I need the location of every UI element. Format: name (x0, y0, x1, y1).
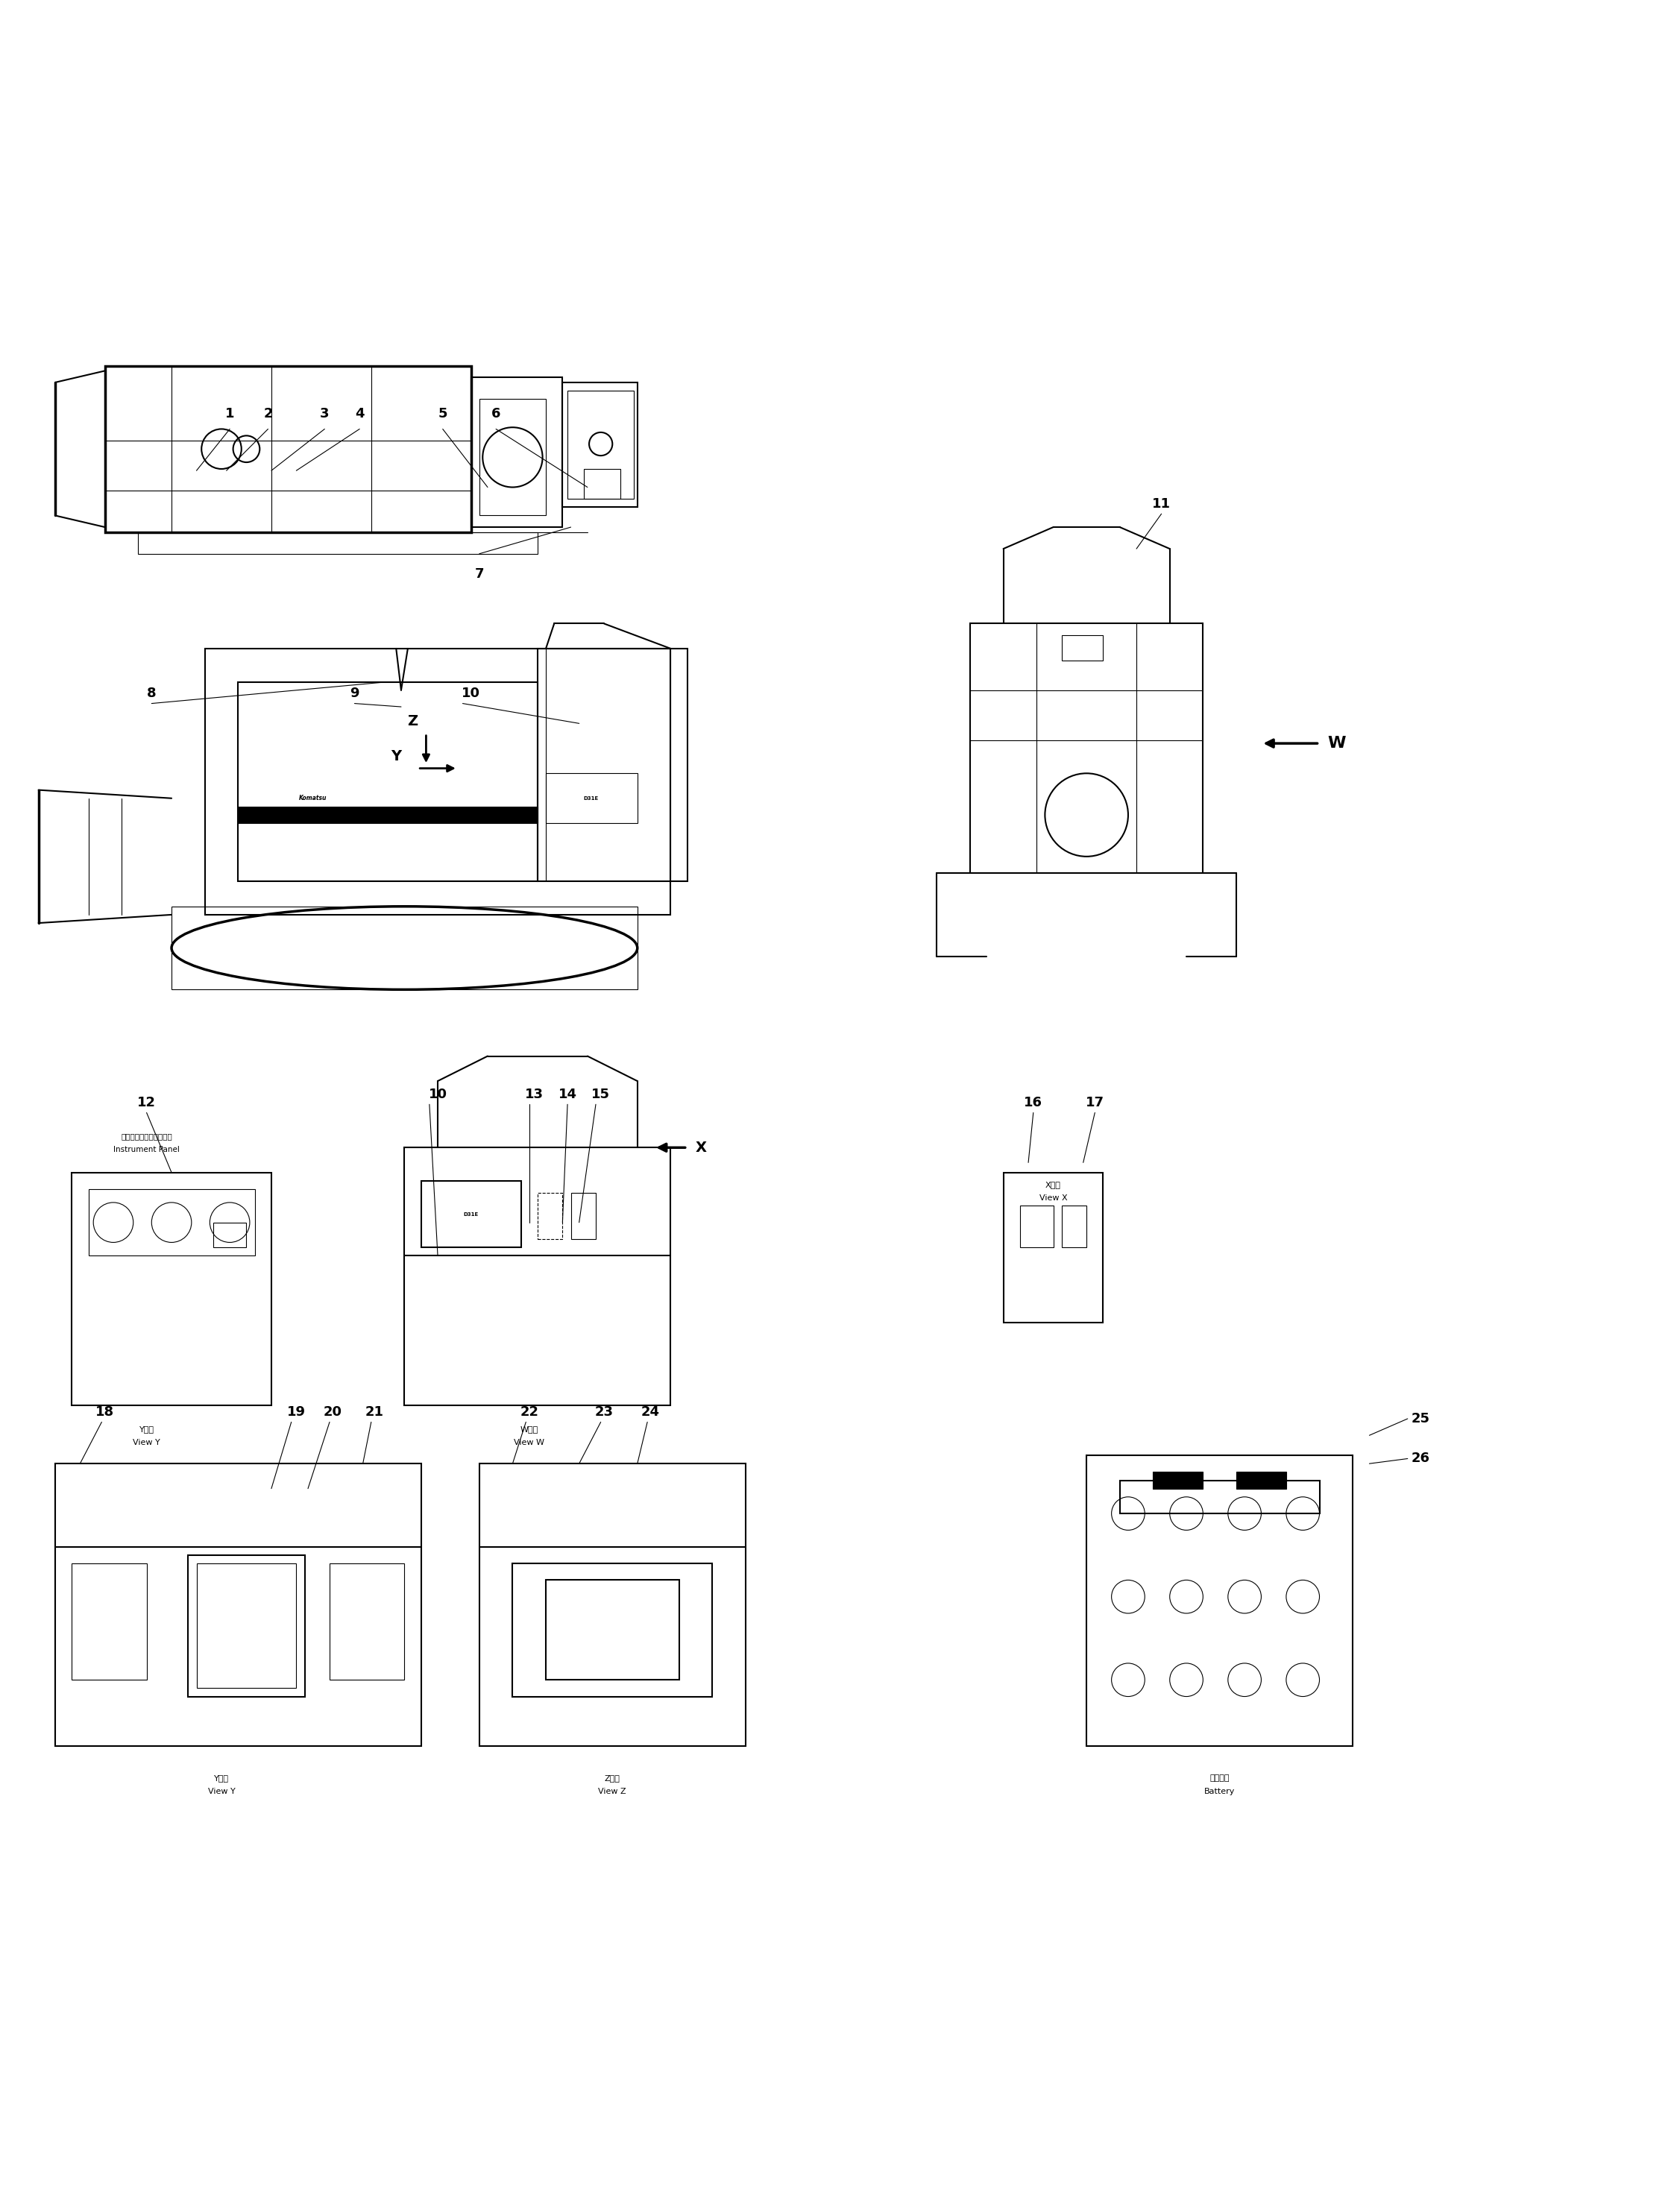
Bar (479, 1464, 745, 1747)
Text: Z　視: Z 視 (604, 1774, 619, 1783)
Bar (479, 398, 546, 515)
Text: 4: 4 (355, 407, 365, 420)
Bar (55, 1464, 422, 1747)
Text: 22: 22 (521, 1405, 539, 1418)
Text: 7: 7 (475, 566, 484, 580)
Bar (470, 378, 562, 526)
Bar (1003, 1172, 1103, 1323)
Bar (1153, 1471, 1204, 1489)
Text: 10: 10 (429, 1088, 447, 1102)
Bar (405, 1148, 671, 1405)
Text: View W: View W (514, 1438, 544, 1447)
Text: Y: Y (390, 750, 402, 763)
Text: 8: 8 (147, 686, 156, 701)
Text: インスツルメントパネル: インスツルメントパネル (121, 1133, 172, 1139)
Text: 1: 1 (224, 407, 234, 420)
Bar (139, 533, 537, 553)
Bar (537, 1192, 562, 1239)
Text: 9: 9 (350, 686, 360, 701)
Text: 6: 6 (490, 407, 501, 420)
Text: 3: 3 (320, 407, 330, 420)
Text: View Y: View Y (208, 1787, 234, 1796)
Bar (1237, 1471, 1286, 1489)
Text: 2: 2 (263, 407, 273, 420)
Bar (238, 807, 537, 823)
Bar (72, 1564, 147, 1679)
Text: 16: 16 (1024, 1095, 1043, 1110)
Bar (1086, 1455, 1353, 1747)
Bar (1019, 1206, 1053, 1248)
Bar (213, 1223, 246, 1248)
Bar (330, 1564, 405, 1679)
Text: 14: 14 (557, 1088, 578, 1102)
Ellipse shape (171, 907, 638, 989)
Text: 24: 24 (641, 1405, 660, 1418)
Text: View Z: View Z (598, 1787, 626, 1796)
Bar (971, 624, 1204, 874)
Bar (196, 1564, 296, 1688)
Text: 12: 12 (137, 1095, 156, 1110)
Bar (562, 383, 638, 507)
Bar (567, 392, 634, 500)
Bar (546, 774, 638, 823)
Text: Komatsu: Komatsu (300, 794, 326, 801)
Text: Battery: Battery (1204, 1787, 1235, 1796)
Text: 15: 15 (591, 1088, 609, 1102)
Bar (537, 648, 688, 880)
Text: 18: 18 (95, 1405, 114, 1418)
Bar (1061, 635, 1103, 659)
Bar (187, 1555, 305, 1697)
Bar (546, 1579, 680, 1679)
Text: Z: Z (407, 714, 418, 728)
Text: 13: 13 (526, 1088, 544, 1102)
Bar (89, 1190, 254, 1256)
Text: Instrument Panel: Instrument Panel (114, 1146, 179, 1152)
Text: D31E: D31E (464, 1212, 479, 1217)
Text: 11: 11 (1152, 498, 1170, 511)
Text: W　視: W 視 (521, 1425, 539, 1433)
Text: 5: 5 (439, 407, 447, 420)
Text: D31E: D31E (583, 796, 598, 801)
Text: 17: 17 (1085, 1095, 1105, 1110)
Text: W: W (1327, 737, 1346, 750)
Text: View Y: View Y (132, 1438, 161, 1447)
Text: View X: View X (1040, 1194, 1068, 1201)
Text: 19: 19 (286, 1405, 306, 1418)
Text: Y　視: Y 視 (214, 1774, 229, 1783)
Text: 10: 10 (462, 686, 480, 701)
Text: 25: 25 (1411, 1411, 1430, 1425)
Bar (204, 648, 671, 916)
Text: 21: 21 (365, 1405, 383, 1418)
Bar (584, 469, 621, 500)
Bar (72, 1172, 271, 1405)
Text: 20: 20 (323, 1405, 341, 1418)
Text: X　視: X 視 (1046, 1181, 1061, 1188)
Bar (571, 1192, 596, 1239)
Bar (422, 1181, 521, 1248)
Bar (1120, 1480, 1319, 1513)
Text: Y　視: Y 視 (139, 1425, 154, 1433)
Bar (238, 681, 537, 880)
Text: 23: 23 (594, 1405, 613, 1418)
Bar (105, 365, 470, 533)
Bar (171, 907, 638, 989)
Text: 26: 26 (1411, 1451, 1430, 1464)
Bar (512, 1564, 711, 1697)
Text: バッテリ: バッテリ (1210, 1774, 1229, 1783)
Bar (1061, 1206, 1086, 1248)
Text: X: X (696, 1141, 706, 1155)
